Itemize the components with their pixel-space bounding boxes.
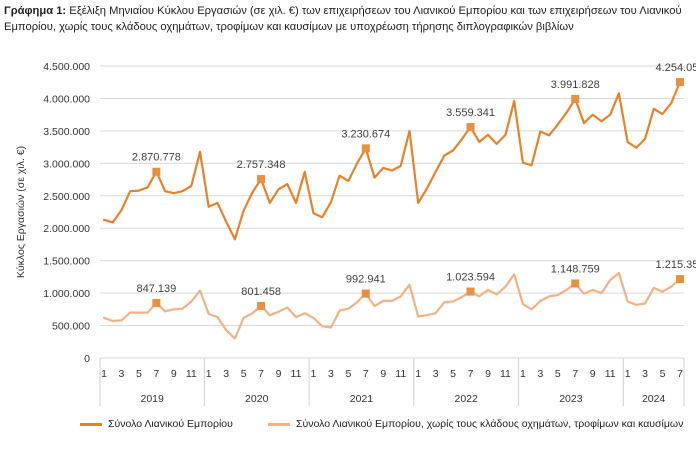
data-label: 1.023.594 [446, 272, 495, 284]
x-tick-label: 5 [450, 368, 456, 380]
legend-swatch-series-2 [268, 422, 290, 426]
chart-legend: Σύνολο Λιανικού Εμπορίου Σύνολο Λιανικού… [0, 415, 696, 435]
x-year-label: 2019 [141, 393, 165, 405]
x-tick-label: 11 [186, 368, 197, 380]
x-tick-label: 7 [572, 368, 578, 380]
x-tick-label: 7 [153, 368, 159, 380]
x-tick-label: 3 [223, 368, 229, 380]
data-point-marker [257, 175, 266, 184]
x-tick-label: 11 [395, 368, 406, 380]
y-tick-label: 500.000 [52, 321, 90, 333]
data-label: 3.991.828 [551, 79, 600, 91]
y-tick-label: 3.500.000 [43, 126, 90, 138]
data-label: 3.230.674 [341, 128, 390, 140]
x-tick-label: 1 [625, 368, 631, 380]
x-year-label: 2020 [245, 393, 269, 405]
data-point-marker [466, 287, 475, 296]
x-tick-label: 11 [291, 368, 302, 380]
x-tick-label: 7 [677, 368, 683, 380]
legend-swatch-series-1 [80, 422, 102, 426]
data-point-marker [152, 167, 161, 176]
figure-caption: Γράφημα 1: Εξέλιξη Μηνιαίου Κύκλου Εργασ… [4, 3, 692, 35]
y-tick-label: 2.000.000 [43, 223, 90, 235]
x-tick-label: 7 [468, 368, 474, 380]
series-line-2 [102, 271, 682, 340]
data-label: 2.757.348 [237, 159, 286, 171]
data-point-marker [676, 77, 684, 86]
x-tick-label: 11 [605, 368, 616, 380]
data-label: 992.941 [346, 274, 386, 286]
legend-label-series-2: Σύνολο Λιανικού Εμπορίου, χωρίς τους κλά… [296, 418, 684, 430]
x-tick-label: 3 [119, 368, 125, 380]
data-point-marker [361, 289, 370, 298]
y-tick-label: 0 [84, 353, 90, 365]
series-line-1 [102, 80, 682, 241]
y-tick-label: 2.500.000 [43, 191, 90, 203]
x-tick-label: 3 [537, 368, 543, 380]
y-tick-label: 1.500.000 [43, 256, 90, 268]
caption-text: Εξέλιξη Μηνιαίου Κύκλου Εργασιών (σε χιλ… [4, 5, 682, 33]
data-point-marker [676, 275, 684, 284]
y-tick-label: 1.000.000 [43, 288, 90, 300]
data-point-marker [152, 299, 161, 308]
y-tick-label: 3.000.000 [43, 158, 90, 170]
data-label: 4.254.059 [656, 62, 696, 74]
x-tick-label: 1 [415, 368, 421, 380]
x-tick-label: 11 [500, 368, 511, 380]
x-tick-label: 7 [258, 368, 264, 380]
x-tick-label: 3 [328, 368, 334, 380]
x-tick-label: 5 [241, 368, 247, 380]
x-tick-label: 3 [433, 368, 439, 380]
x-tick-label: 1 [311, 368, 317, 380]
x-tick-label: 1 [101, 368, 107, 380]
x-tick-label: 1 [206, 368, 212, 380]
y-axis-label: Κύκλος Εργασιών (σε χιλ. €) [15, 146, 27, 278]
x-tick-label: 9 [276, 368, 282, 380]
data-label: 2.870.778 [132, 152, 181, 164]
x-tick-label: 9 [380, 368, 386, 380]
y-tick-label: 4.500.000 [43, 61, 90, 73]
data-label: 3.559.341 [446, 107, 495, 119]
legend-label-series-1: Σύνολο Λιανικού Εμπορίου [108, 418, 233, 430]
x-year-label: 2021 [350, 393, 374, 405]
data-label: 801.458 [241, 286, 281, 298]
data-point-marker [571, 94, 580, 103]
caption-prefix: Γράφημα 1: [4, 5, 67, 17]
data-point-marker [257, 301, 266, 310]
x-tick-label: 9 [171, 368, 177, 380]
data-label: 1.148.759 [551, 263, 600, 275]
x-tick-label: 7 [363, 368, 369, 380]
x-tick-label: 5 [345, 368, 351, 380]
data-point-marker [571, 279, 580, 288]
x-tick-label: 5 [555, 368, 561, 380]
x-tick-label: 9 [485, 368, 491, 380]
x-year-label: 2024 [642, 393, 666, 405]
x-year-label: 2023 [559, 393, 583, 405]
x-tick-label: 9 [590, 368, 596, 380]
x-tick-label: 5 [136, 368, 142, 380]
data-point-marker [466, 123, 475, 132]
legend-item-series-1: Σύνολο Λιανικού Εμπορίου [80, 418, 233, 430]
data-label: 847.139 [136, 283, 176, 295]
x-tick-label: 1 [520, 368, 526, 380]
data-point-marker [361, 144, 370, 153]
x-tick-label: 3 [642, 368, 648, 380]
x-tick-label: 5 [660, 368, 666, 380]
y-tick-label: 4.000.000 [43, 93, 90, 105]
data-label: 1.215.352 [656, 259, 696, 271]
legend-item-series-2: Σύνολο Λιανικού Εμπορίου, χωρίς τους κλά… [268, 418, 683, 430]
x-year-label: 2022 [455, 393, 479, 405]
